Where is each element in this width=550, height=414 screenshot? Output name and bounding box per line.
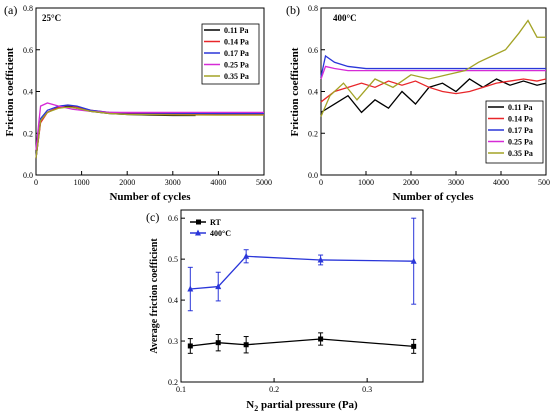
data-point-triangle — [317, 256, 324, 263]
x-tick-label: 4000 — [210, 178, 226, 187]
x-tick-label: 0.3 — [362, 385, 372, 394]
data-point-square — [411, 343, 417, 349]
panel-a: (a) 0 1000 2000 3000 4000 5000 0.0 0.2 0.4 0.6 0.8… — [4, 3, 272, 203]
legend-label-0: 0.11 Pa — [224, 26, 248, 35]
panel-c-ylabel: Average friction coefficient — [149, 238, 160, 354]
y-tick-label: 0.8 — [23, 4, 33, 13]
x-tick-label: 4000 — [493, 178, 509, 187]
x-tick-label: 3000 — [448, 178, 464, 187]
x-tick-label: 1000 — [358, 178, 374, 187]
panel-b-temperature-annotation: 400°C — [333, 13, 357, 23]
x-tick-label: 5000 — [538, 178, 550, 187]
panel-a-temperature-annotation: 25°C — [42, 13, 61, 23]
series-line-1 — [190, 255, 414, 290]
panel-c-frame — [180, 209, 424, 383]
legend-label-1: 0.14 Pa — [508, 115, 533, 124]
legend-box — [201, 23, 260, 85]
panel-b-xlabel: Number of cycles — [392, 191, 474, 203]
series-line-2 — [35, 104, 264, 159]
panel-c-legend: RT 400°C — [190, 218, 231, 238]
series-line-0 — [320, 78, 547, 114]
y-tick-label: 0.2 — [168, 378, 178, 387]
legend-label-2: 0.17 Pa — [224, 49, 249, 58]
series-line-1 — [320, 78, 547, 103]
x-tick-label: 3000 — [165, 178, 181, 187]
legend-label-4: 0.35 Pa — [508, 149, 533, 158]
series-line-3 — [35, 102, 264, 151]
panel-b: (b) 0 1000 2000 3000 4000 5000 0.0 0.2 0.4 0.6 0.8… — [286, 3, 550, 203]
legend-label-4: 0.35 Pa — [224, 72, 249, 81]
legend-label-3: 0.25 Pa — [508, 138, 533, 147]
panel-c-xlabel-rest: partial pressure (Pa) — [258, 399, 358, 411]
series-line-0 — [190, 338, 414, 348]
panel-c-label: (c) — [146, 210, 159, 224]
data-point-triangle — [187, 285, 194, 292]
panel-b-label: (b) — [286, 3, 300, 17]
y-tick-label: 0.4 — [168, 296, 178, 305]
panel-b-series — [320, 19, 547, 117]
data-point-square — [243, 342, 249, 348]
y-tick-label: 0.4 — [23, 88, 33, 97]
panel-a-xlabel: Number of cycles — [109, 191, 191, 203]
legend-label-1: 400°C — [210, 229, 231, 238]
legend-marker — [195, 229, 201, 236]
series-line-2 — [320, 54, 546, 78]
legend-label-0: 0.11 Pa — [508, 103, 532, 112]
panel-a-legend: 0.11 Pa 0.14 Pa 0.17 Pa 0.25 Pa 0.35 Pa — [201, 23, 260, 85]
data-point-square — [187, 343, 193, 349]
panel-c-xlabel: N2 partial pressure (Pa) — [246, 399, 358, 413]
data-point-square — [215, 340, 221, 346]
y-tick-label: 0.5 — [168, 255, 178, 264]
series-line-3 — [320, 65, 546, 80]
x-tick-label: 1000 — [74, 178, 90, 187]
legend-label-2: 0.17 Pa — [508, 126, 533, 135]
y-tick-label: 0.6 — [23, 46, 33, 55]
panel-a-series — [35, 102, 264, 159]
y-tick-label: 0.0 — [308, 171, 318, 180]
data-point-triangle — [215, 283, 222, 290]
y-tick-label: 0.3 — [168, 337, 178, 346]
x-tick-label: 0 — [34, 178, 38, 187]
panel-b-ylabel: Friction coefficient — [289, 47, 301, 136]
y-tick-label: 0.6 — [168, 214, 178, 223]
panel-b-legend: 0.11 Pa 0.14 Pa 0.17 Pa 0.25 Pa 0.35 Pa — [485, 100, 544, 164]
x-tick-label: 0 — [319, 178, 323, 187]
y-tick-label: 0.6 — [308, 46, 318, 55]
data-point-triangle — [243, 252, 250, 259]
panel-c-xlabel-main: N — [246, 399, 254, 411]
y-tick-label: 0.4 — [308, 88, 318, 97]
y-tick-label: 0.0 — [23, 171, 33, 180]
legend-label-1: 0.14 Pa — [224, 38, 249, 47]
y-tick-label: 0.2 — [23, 129, 33, 138]
data-point-square — [318, 336, 324, 342]
panel-b-ticks: 0 1000 2000 3000 4000 5000 0.0 0.2 0.4 0.6 0.8 — [308, 4, 550, 187]
panel-c-xlabel-subscript: 2 — [254, 404, 258, 413]
y-tick-label: 0.2 — [308, 129, 318, 138]
data-point-triangle — [410, 257, 417, 264]
legend-marker — [196, 219, 201, 225]
legend-label-0: RT — [210, 218, 221, 227]
series-line-4 — [320, 19, 546, 117]
legend-label-3: 0.25 Pa — [224, 61, 249, 70]
x-tick-label: 2000 — [119, 178, 135, 187]
panel-c-series — [187, 217, 417, 354]
x-tick-label: 2000 — [403, 178, 419, 187]
panel-a-ylabel: Friction coefficient — [4, 47, 16, 136]
panel-a-label: (a) — [4, 3, 17, 17]
x-tick-label: 0.2 — [269, 385, 279, 394]
series-line-4 — [35, 106, 264, 159]
y-tick-label: 0.8 — [308, 4, 318, 13]
panel-c-ticks: 0.1 0.2 0.30.20.30.40.50.6 — [168, 214, 372, 394]
x-tick-label: 5000 — [256, 178, 272, 187]
x-tick-label: 0.1 — [176, 385, 186, 394]
